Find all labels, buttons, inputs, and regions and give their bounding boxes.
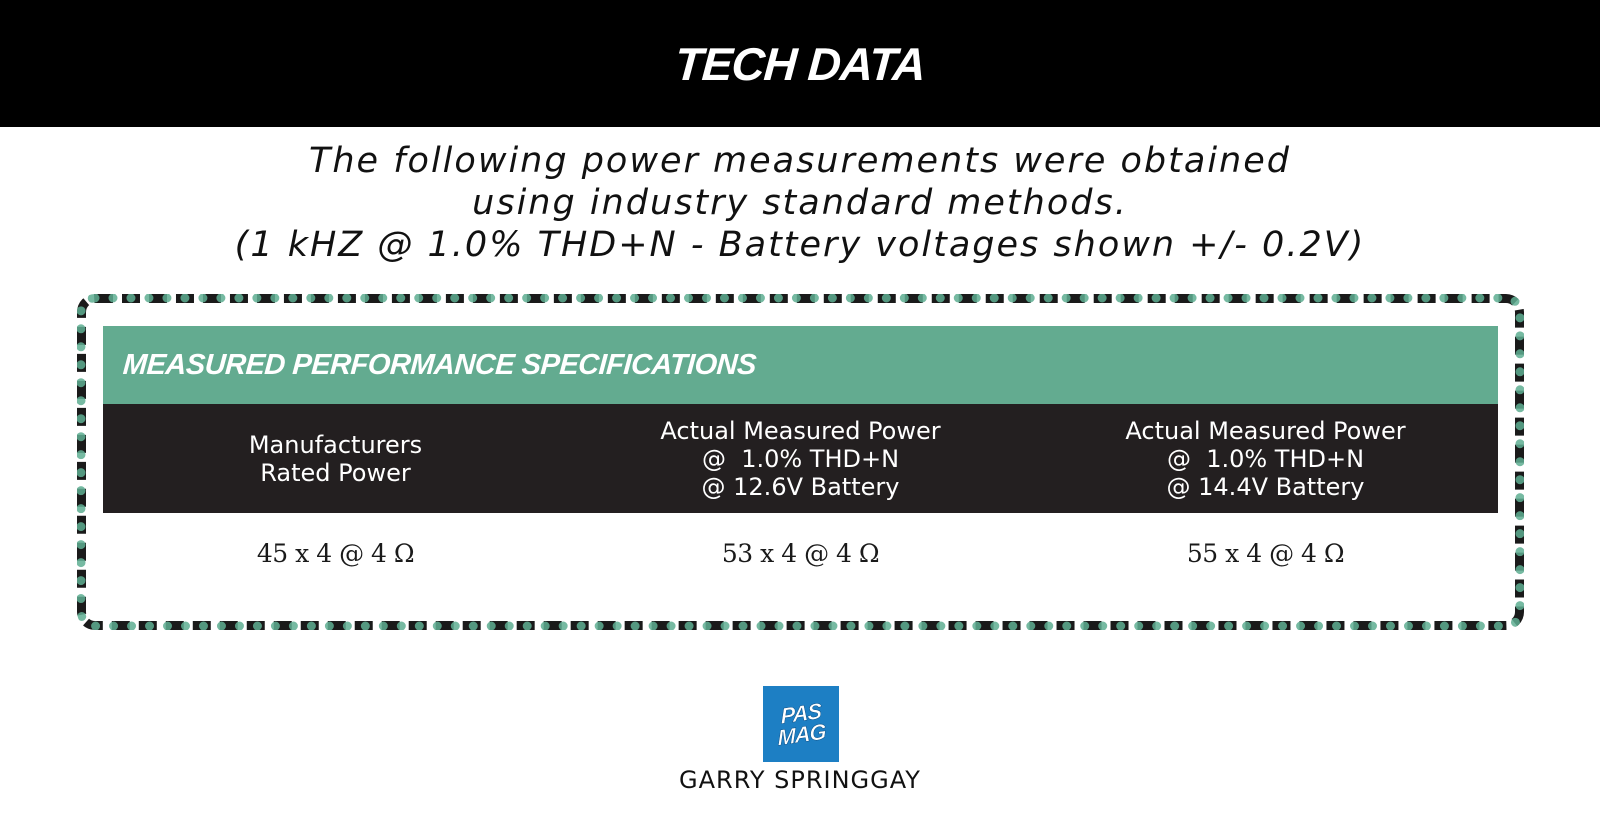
intro-line-2: using industry standard methods. [472, 183, 1128, 223]
intro-text: The following power measurements were ob… [0, 140, 1600, 266]
value-rated-power: 45 x 4 @ 4 Ω [256, 538, 415, 568]
value-measured-12v: 53 x 4 @ 4 Ω [721, 538, 880, 568]
top-banner: TECH DATA [0, 0, 1600, 127]
spec-heading-bar: MEASURED PERFORMANCE SPECIFICATIONS [103, 326, 1498, 404]
header-line: @ 1.0% THD+N [701, 444, 900, 473]
intro-line-1: The following power measurements were ob… [309, 141, 1291, 181]
logo-text: PAS MAG [776, 698, 826, 751]
header-line: Actual Measured Power [1125, 416, 1406, 445]
pasmag-logo: PAS MAG [763, 686, 839, 762]
header-line: @ 12.6V Battery [701, 472, 900, 501]
table-row: 45 x 4 @ 4 Ω 53 x 4 @ 4 Ω 55 x 4 @ 4 Ω [103, 513, 1498, 593]
header-line: @ 14.4V Battery [1166, 472, 1365, 501]
intro-line-3: (1 kHZ @ 1.0% THD+N - Battery voltages s… [234, 225, 1366, 265]
author-name: GARRY SPRINGGAY [679, 766, 921, 794]
header-line: Rated Power [260, 458, 411, 487]
value-measured-14v: 55 x 4 @ 4 Ω [1186, 538, 1345, 568]
page-title: TECH DATA [673, 37, 927, 90]
table-header-row: Manufacturers Rated Power Actual Measure… [103, 404, 1498, 513]
header-line: Actual Measured Power [660, 416, 941, 445]
spec-heading: MEASURED PERFORMANCE SPECIFICATIONS [121, 348, 758, 381]
logo-line-2: MAG [776, 718, 826, 751]
header-cell-measured-12v: Actual Measured Power @ 1.0% THD+N @ 12.… [568, 404, 1033, 513]
header-cell-measured-14v: Actual Measured Power @ 1.0% THD+N @ 14.… [1033, 404, 1498, 513]
header-line: Manufacturers [248, 430, 423, 459]
header-cell-rated-power: Manufacturers Rated Power [103, 404, 568, 513]
header-line: @ 1.0% THD+N [1166, 444, 1365, 473]
